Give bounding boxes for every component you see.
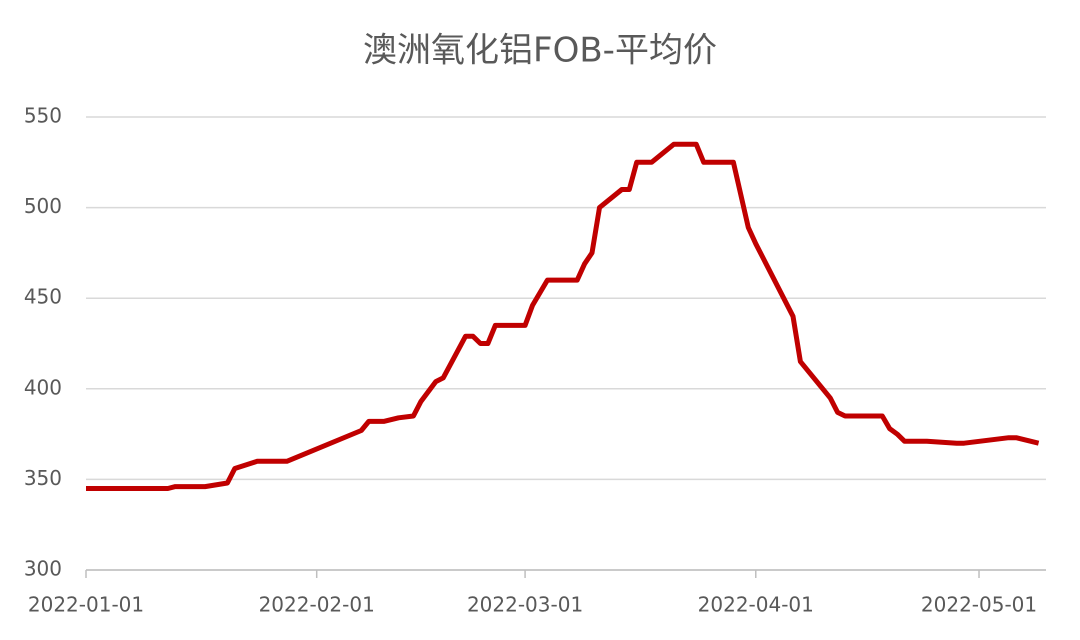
chart-title: 澳洲氧化铝FOB-平均价 — [363, 31, 717, 71]
y-tick-label: 450 — [24, 285, 62, 309]
y-tick-label: 300 — [24, 557, 62, 581]
x-tick-label: 2022-05-01 — [921, 593, 1037, 617]
x-tick-label: 2022-04-01 — [698, 593, 814, 617]
y-tick-label: 400 — [24, 375, 62, 399]
x-tick-label: 2022-03-01 — [467, 593, 583, 617]
y-tick-label: 350 — [24, 466, 62, 490]
y-tick-label: 500 — [24, 194, 62, 218]
x-tick-label: 2022-01-01 — [28, 593, 144, 617]
y-tick-label: 550 — [24, 104, 62, 128]
x-tick-label: 2022-02-01 — [259, 593, 375, 617]
line — [86, 141, 1040, 491]
